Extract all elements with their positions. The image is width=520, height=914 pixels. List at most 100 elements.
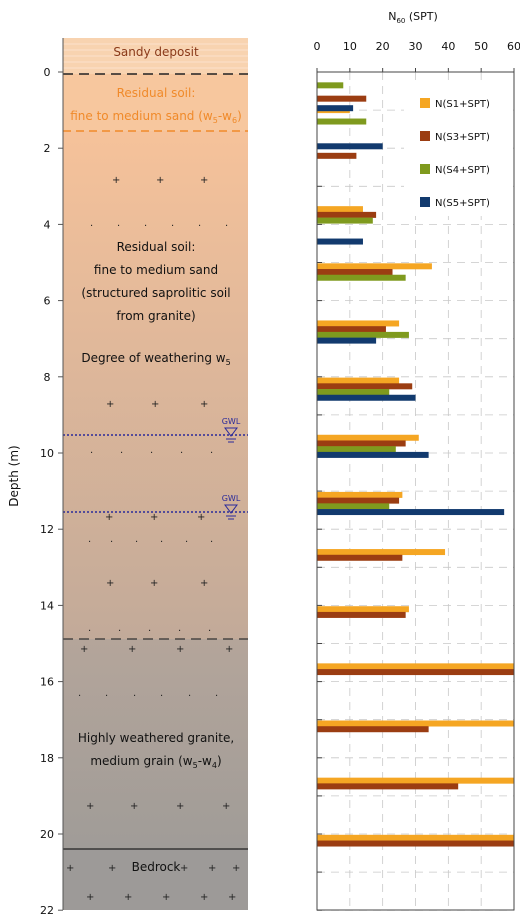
chart-title: N60 (SPT) <box>388 10 438 25</box>
bar-n-s5-spt <box>317 394 416 401</box>
bar-n-s4-spt <box>317 274 406 281</box>
depth-axis: 0 2 4 6 8 10 12 14 16 18 20 22 Depth (m) <box>7 38 64 914</box>
bar-n-s3-spt <box>317 326 386 333</box>
label-weathering: Degree of weathering w5 <box>81 351 230 367</box>
svg-text:·: · <box>225 221 228 232</box>
svg-text:·: · <box>150 448 153 459</box>
svg-text:·: · <box>118 626 121 637</box>
bar-n-s4-spt <box>317 217 373 224</box>
svg-text:+: + <box>112 175 120 186</box>
svg-text:+: + <box>197 512 205 523</box>
bar-n-s1-spt <box>317 491 403 498</box>
svg-text:+: + <box>108 863 116 874</box>
depth-tick-label: 20 <box>40 828 54 841</box>
layer-residual-w5 <box>63 131 248 639</box>
depth-tick-label: 4 <box>44 218 51 231</box>
bar-n-s3-spt <box>317 383 413 390</box>
chart-bars <box>317 82 514 847</box>
svg-text:+: + <box>200 578 208 589</box>
texture-marks: + + + · · · · · · + + + · · · · · + + + · · · · · · + + + · · · ·… <box>66 175 240 903</box>
svg-text:·: · <box>144 221 147 232</box>
svg-text:+: + <box>106 578 114 589</box>
bar-n-s5-spt <box>317 451 429 458</box>
svg-text:+: + <box>105 512 113 523</box>
depth-tick-label: 14 <box>40 599 54 612</box>
depth-tick-label: 10 <box>40 447 54 460</box>
gwl-marker-1: GWL <box>63 417 248 443</box>
svg-text:+: + <box>150 578 158 589</box>
bar-n-s3-spt <box>317 211 377 218</box>
chart-legend: N(S1+SPT) N(S3+SPT) N(S4+SPT) N(S5+SPT) <box>404 86 512 216</box>
svg-text:+: + <box>128 644 136 655</box>
depth-tick-label: 22 <box>40 904 54 914</box>
label-residual2-l4: from granite) <box>116 309 195 323</box>
svg-text:·: · <box>160 537 163 548</box>
depth-tick-group: 0 2 4 6 8 10 12 14 16 18 20 22 <box>40 66 63 914</box>
bar-n-s4-spt <box>317 446 396 453</box>
svg-text:+: + <box>150 512 158 523</box>
gwl-label-2: GWL <box>222 494 241 503</box>
svg-text:+: + <box>232 863 240 874</box>
x-tick-label: 10 <box>343 40 357 53</box>
svg-text:+: + <box>176 801 184 812</box>
bar-n-s1-spt <box>317 320 400 327</box>
svg-text:·: · <box>208 626 211 637</box>
bar-n-s1-spt <box>317 263 432 270</box>
svg-text:+: + <box>151 399 159 410</box>
label-bedrock: Bedrock <box>132 860 181 874</box>
chart-plot-border <box>316 71 515 911</box>
bar-n-s3-spt <box>317 840 514 847</box>
label-granite-l1: Highly weathered granite, <box>78 731 234 745</box>
legend-label: N(S5+SPT) <box>435 198 490 209</box>
legend-swatch <box>420 164 430 174</box>
bar-n-s3-spt <box>317 726 429 733</box>
svg-text:·: · <box>210 448 213 459</box>
svg-text:+: + <box>176 644 184 655</box>
label-residual1-desc: fine to medium sand (w5-w6) <box>70 109 242 125</box>
gwl-marker-2: GWL <box>63 494 248 520</box>
n60-chart: N60 (SPT) 0 10 20 30 40 50 60 N(S1+SPT) N(S3+SP… <box>314 10 520 911</box>
svg-text:+: + <box>80 644 88 655</box>
bar-n-s3-spt <box>317 95 367 102</box>
bar-n-s3-spt <box>317 669 514 676</box>
svg-text:+: + <box>86 892 94 903</box>
svg-text:+: + <box>124 892 132 903</box>
legend-swatch <box>420 98 430 108</box>
svg-text:+: + <box>222 801 230 812</box>
bar-n-s1-spt <box>317 434 419 441</box>
gwl-triangle-icon-1 <box>224 427 238 437</box>
bar-n-s5-spt <box>317 238 363 245</box>
label-residual2-l3: (structured saprolitic soil <box>81 286 230 300</box>
legend-swatch <box>420 197 430 207</box>
svg-text:+: + <box>208 863 216 874</box>
svg-text:·: · <box>178 626 181 637</box>
svg-text:·: · <box>180 448 183 459</box>
svg-text:+: + <box>162 892 170 903</box>
bar-n-s4-spt <box>317 389 390 396</box>
svg-text:+: + <box>225 644 233 655</box>
bar-n-s3-spt <box>317 269 393 276</box>
svg-text:+: + <box>200 399 208 410</box>
sandy-texture <box>63 43 248 69</box>
svg-text:+: + <box>86 801 94 812</box>
bar-n-s5-spt <box>317 105 354 112</box>
svg-text:·: · <box>135 537 138 548</box>
legend-swatch <box>420 131 430 141</box>
bar-n-s3-spt <box>317 497 400 504</box>
bar-n-s5-spt <box>317 143 383 150</box>
bar-n-s1-spt <box>317 777 514 784</box>
bar-n-s1-spt <box>317 720 514 727</box>
depth-tick-label: 18 <box>40 752 54 765</box>
x-tick-label: 50 <box>474 40 488 53</box>
svg-text:+: + <box>106 399 114 410</box>
svg-text:+: + <box>200 892 208 903</box>
bar-n-s4-spt <box>317 118 367 125</box>
svg-text:·: · <box>148 626 151 637</box>
bar-n-s4-spt <box>317 82 344 89</box>
bar-n-s5-spt <box>317 337 377 344</box>
label-residual2-l2: fine to medium sand <box>94 263 218 277</box>
svg-text:·: · <box>78 691 81 702</box>
svg-text:·: · <box>185 537 188 548</box>
svg-text:·: · <box>90 448 93 459</box>
bar-n-s1-spt <box>317 377 400 384</box>
